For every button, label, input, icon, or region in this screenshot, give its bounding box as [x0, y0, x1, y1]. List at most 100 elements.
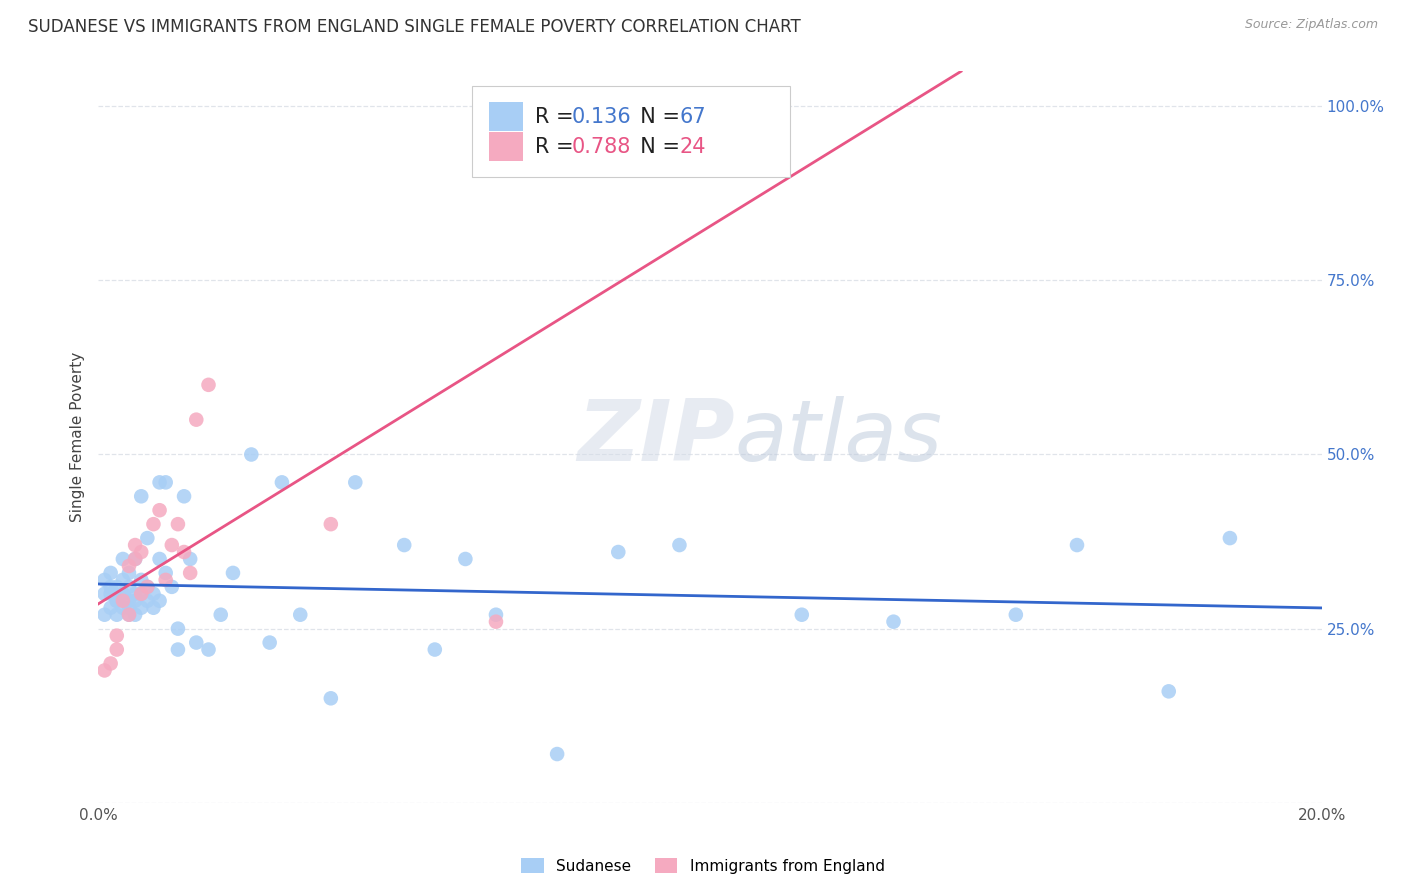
Point	[259, 635, 281, 649]
Point	[142, 517, 165, 532]
Point	[167, 517, 190, 532]
Point	[173, 489, 195, 503]
Point	[124, 607, 146, 622]
Point	[149, 475, 172, 490]
Point	[124, 552, 146, 566]
Text: R =: R =	[536, 136, 581, 157]
Point	[167, 642, 190, 657]
Point	[124, 594, 146, 608]
Point	[129, 489, 152, 503]
Point	[149, 503, 172, 517]
Point	[186, 412, 208, 426]
Point	[105, 594, 128, 608]
Point	[136, 594, 159, 608]
Text: R =: R =	[536, 107, 581, 127]
Text: 0.136: 0.136	[572, 107, 631, 127]
Text: SUDANESE VS IMMIGRANTS FROM ENGLAND SINGLE FEMALE POVERTY CORRELATION CHART: SUDANESE VS IMMIGRANTS FROM ENGLAND SING…	[28, 18, 801, 36]
Point	[118, 607, 141, 622]
Point	[129, 587, 152, 601]
Point	[124, 552, 146, 566]
Point	[142, 587, 165, 601]
Point	[167, 622, 190, 636]
Point	[142, 600, 165, 615]
Point	[111, 587, 134, 601]
Point	[454, 552, 477, 566]
Point	[124, 538, 146, 552]
Point	[1004, 607, 1026, 622]
Point	[197, 377, 219, 392]
Point	[423, 642, 446, 657]
Point	[136, 580, 159, 594]
Point	[129, 545, 152, 559]
Point	[93, 607, 115, 622]
Point	[105, 594, 128, 608]
Point	[319, 517, 342, 532]
Point	[105, 642, 128, 657]
Text: N =: N =	[627, 136, 686, 157]
Point	[485, 607, 508, 622]
Point	[93, 573, 115, 587]
Point	[118, 558, 141, 573]
Point	[129, 600, 152, 615]
Point	[111, 573, 134, 587]
Point	[790, 607, 813, 622]
Point	[111, 587, 134, 601]
Point	[1066, 538, 1088, 552]
Point	[118, 594, 141, 608]
Point	[93, 587, 115, 601]
Point	[179, 566, 201, 580]
Point	[290, 607, 312, 622]
Point	[149, 552, 172, 566]
Point	[607, 545, 630, 559]
Text: 24: 24	[679, 136, 706, 157]
Point	[100, 600, 122, 615]
Text: Source: ZipAtlas.com: Source: ZipAtlas.com	[1244, 18, 1378, 31]
FancyBboxPatch shape	[489, 132, 523, 161]
Point	[485, 615, 508, 629]
Point	[1219, 531, 1241, 545]
Point	[160, 580, 183, 594]
Text: 0.788: 0.788	[572, 136, 631, 157]
Point	[222, 566, 245, 580]
Point	[136, 531, 159, 545]
Point	[668, 538, 690, 552]
Legend: Sudanese, Immigrants from England: Sudanese, Immigrants from England	[515, 852, 891, 880]
Point	[129, 587, 152, 601]
Point	[118, 600, 141, 615]
Point	[129, 573, 152, 587]
Point	[111, 600, 134, 615]
Point	[344, 475, 367, 490]
Point	[105, 580, 128, 594]
Point	[118, 580, 141, 594]
Point	[105, 629, 128, 643]
Point	[149, 594, 172, 608]
Point	[155, 475, 177, 490]
Point	[155, 573, 177, 587]
Point	[118, 566, 141, 580]
Point	[883, 615, 905, 629]
Point	[124, 587, 146, 601]
Point	[197, 642, 219, 657]
Point	[240, 448, 263, 462]
Point	[209, 607, 232, 622]
Point	[637, 99, 661, 113]
Point	[179, 552, 201, 566]
Point	[93, 664, 115, 678]
Point	[160, 538, 183, 552]
Point	[173, 545, 195, 559]
Point	[546, 747, 568, 761]
Point	[118, 607, 141, 622]
Text: atlas: atlas	[734, 395, 942, 479]
Point	[100, 657, 122, 671]
Text: N =: N =	[627, 107, 686, 127]
Point	[186, 635, 208, 649]
Point	[136, 580, 159, 594]
Text: ZIP: ZIP	[576, 395, 734, 479]
Text: 67: 67	[679, 107, 706, 127]
Point	[100, 587, 122, 601]
Point	[319, 691, 342, 706]
Y-axis label: Single Female Poverty: Single Female Poverty	[70, 352, 86, 522]
Point	[155, 566, 177, 580]
Point	[111, 552, 134, 566]
FancyBboxPatch shape	[471, 86, 790, 178]
